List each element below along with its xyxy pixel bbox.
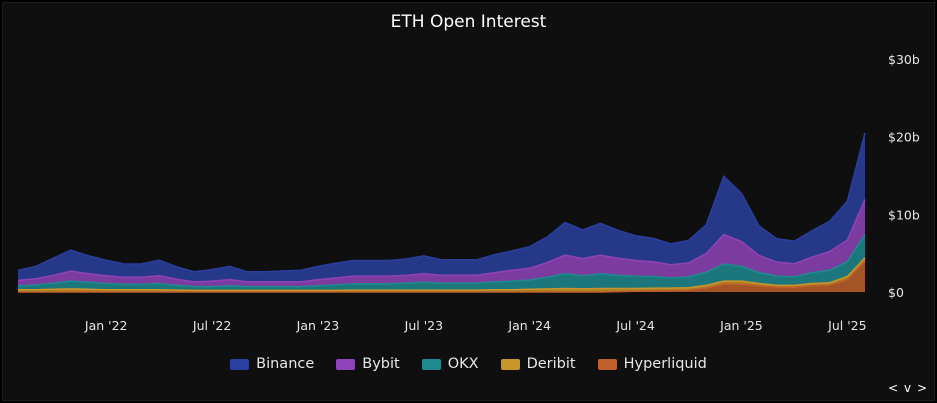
line-okx: [17, 234, 866, 288]
x-tick-label: Jul '22: [192, 318, 231, 333]
chart-plot: $0 $10b $20b $30b Jan '22 Jul '22 Jan '23 Jul '…: [17, 52, 920, 333]
x-tick-label: Jul '24: [615, 318, 654, 333]
line-deribit: [18, 257, 866, 292]
legend-item-deribit[interactable]: Deribit: [500, 356, 576, 372]
legend-label: OKX: [447, 356, 479, 372]
chart-legend: Binance Bybit OKX Deribit Hyperliquid: [3, 356, 934, 372]
x-tick-label: Jul '25: [827, 318, 866, 333]
legend-label: Bybit: [362, 356, 400, 372]
area-binance: [18, 132, 865, 282]
legend-item-okx[interactable]: OKX: [421, 356, 479, 372]
area-hyperliquid: [18, 260, 865, 292]
legend-label: Binance: [256, 356, 315, 372]
y-tick-label: $0: [888, 285, 904, 300]
area-bybit: [18, 199, 865, 287]
legend-swatch: [500, 358, 520, 370]
line-bybit: [17, 199, 866, 283]
line-hyperliquid: [18, 260, 866, 293]
chart-title: ETH Open Interest: [390, 12, 547, 32]
legend-label: Hyperliquid: [623, 356, 707, 372]
legend-item-hyperliquid[interactable]: Hyperliquid: [597, 356, 707, 372]
legend-swatch: [597, 358, 617, 370]
x-tick-label: Jan '23: [296, 318, 340, 333]
x-tick-label: Jan '25: [719, 318, 763, 333]
y-tick-label: $30b: [888, 52, 920, 67]
legend-item-bybit[interactable]: Bybit: [336, 356, 400, 372]
legend-label: Deribit: [526, 356, 576, 372]
legend-swatch: [336, 358, 356, 370]
y-tick-label: $20b: [888, 130, 920, 145]
legend-swatch: [421, 358, 441, 370]
x-tick-label: Jan '22: [84, 318, 128, 333]
y-tick-label: $10b: [888, 207, 920, 222]
legend-item-binance[interactable]: Binance: [230, 356, 314, 372]
pagination-arrows[interactable]: < v >: [888, 381, 928, 395]
legend-swatch: [230, 358, 250, 370]
x-tick-label: Jul '23: [404, 318, 443, 333]
x-tick-label: Jan '24: [507, 318, 551, 333]
line-binance: [17, 132, 866, 273]
